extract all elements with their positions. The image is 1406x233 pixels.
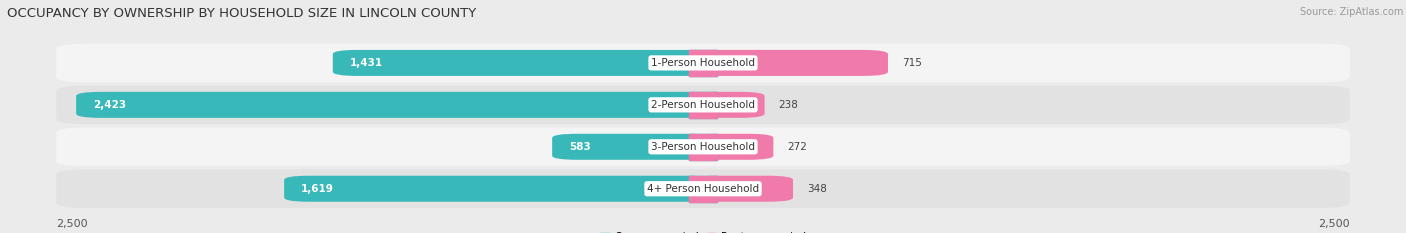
Bar [689, 92, 717, 118]
FancyBboxPatch shape [284, 176, 714, 202]
Text: 4+ Person Household: 4+ Person Household [647, 184, 759, 194]
Text: 1-Person Household: 1-Person Household [651, 58, 755, 68]
FancyBboxPatch shape [692, 50, 889, 76]
Text: 1,619: 1,619 [301, 184, 333, 194]
Bar [689, 50, 717, 76]
Text: 2,500: 2,500 [56, 219, 87, 229]
Text: 238: 238 [779, 100, 799, 110]
FancyBboxPatch shape [692, 92, 765, 118]
Text: 583: 583 [569, 142, 591, 152]
Text: 348: 348 [807, 184, 827, 194]
Text: 2-Person Household: 2-Person Household [651, 100, 755, 110]
Text: 2,500: 2,500 [1319, 219, 1350, 229]
FancyBboxPatch shape [56, 127, 1350, 166]
FancyBboxPatch shape [692, 134, 773, 160]
Text: 3-Person Household: 3-Person Household [651, 142, 755, 152]
Text: 2,423: 2,423 [93, 100, 127, 110]
Bar [689, 176, 717, 202]
Text: 272: 272 [787, 142, 807, 152]
FancyBboxPatch shape [56, 44, 1350, 82]
FancyBboxPatch shape [56, 86, 1350, 124]
FancyBboxPatch shape [333, 50, 714, 76]
Text: 715: 715 [903, 58, 922, 68]
FancyBboxPatch shape [76, 92, 714, 118]
FancyBboxPatch shape [553, 134, 714, 160]
Bar [689, 176, 717, 202]
Text: OCCUPANCY BY OWNERSHIP BY HOUSEHOLD SIZE IN LINCOLN COUNTY: OCCUPANCY BY OWNERSHIP BY HOUSEHOLD SIZE… [7, 7, 477, 20]
Text: Source: ZipAtlas.com: Source: ZipAtlas.com [1299, 7, 1403, 17]
Legend: Owner-occupied, Renter-occupied: Owner-occupied, Renter-occupied [596, 228, 810, 233]
Text: 1,431: 1,431 [350, 58, 382, 68]
Bar [689, 50, 717, 76]
FancyBboxPatch shape [692, 176, 793, 202]
Bar [689, 92, 717, 118]
Bar [689, 134, 717, 160]
FancyBboxPatch shape [56, 169, 1350, 208]
Bar [689, 134, 717, 160]
